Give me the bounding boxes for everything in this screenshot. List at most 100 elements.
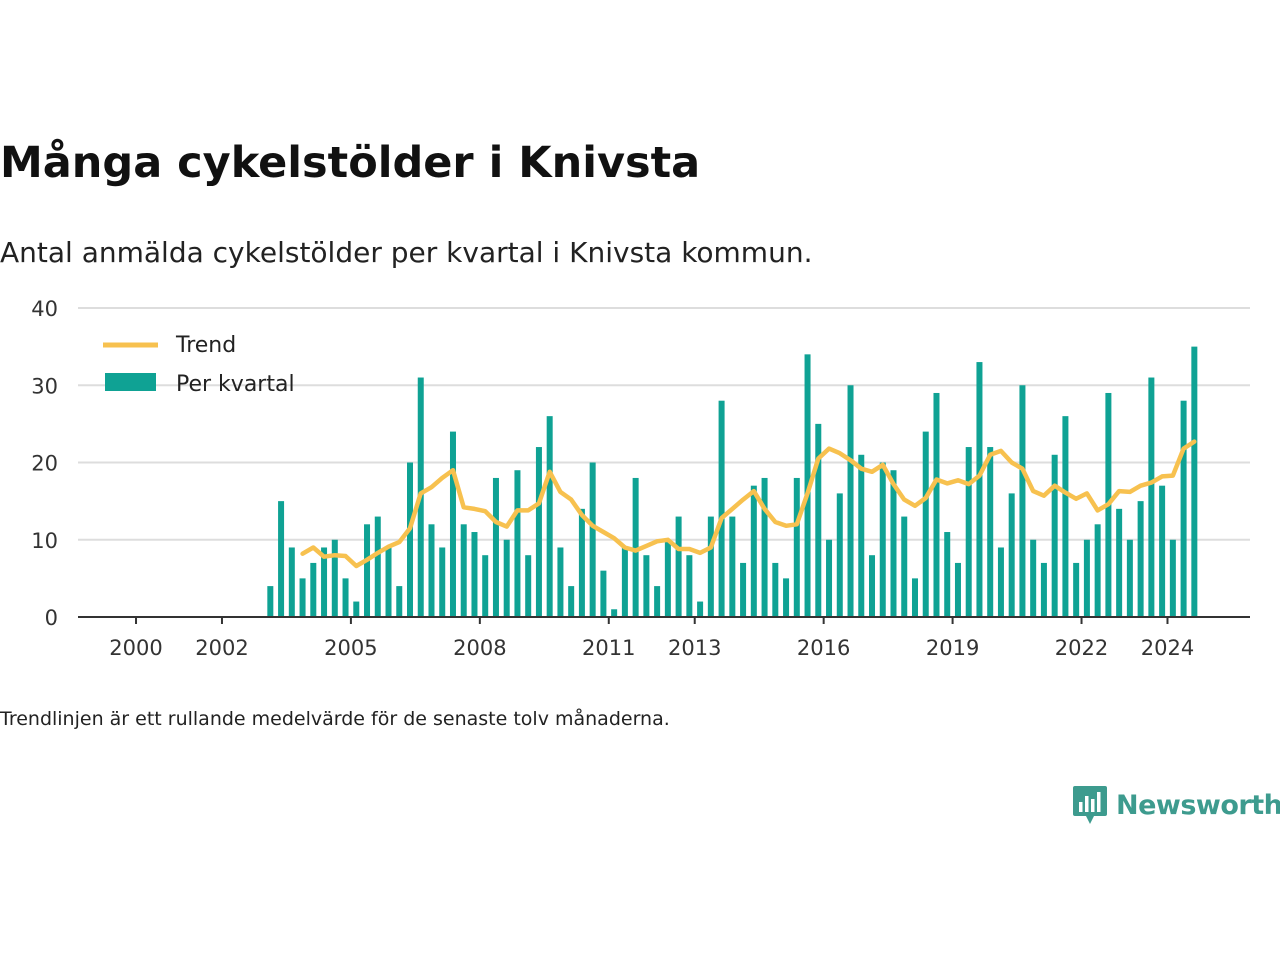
legend-trend-label: Trend bbox=[175, 333, 236, 358]
bar bbox=[815, 423, 822, 617]
bar bbox=[976, 362, 983, 617]
x-tick-label: 2019 bbox=[926, 636, 979, 660]
newsworthy-logo-text: Newsworthy bbox=[1116, 789, 1280, 821]
bar bbox=[632, 477, 639, 617]
bar bbox=[826, 539, 833, 617]
bar bbox=[858, 454, 865, 617]
bar bbox=[697, 601, 704, 617]
bar bbox=[718, 400, 725, 617]
x-tick-label: 2016 bbox=[797, 636, 850, 660]
bar bbox=[793, 477, 800, 617]
trend-series bbox=[300, 439, 1197, 569]
bar bbox=[278, 501, 285, 617]
bar bbox=[471, 532, 478, 617]
bar bbox=[1030, 539, 1037, 617]
bar bbox=[772, 562, 779, 617]
bar bbox=[1094, 524, 1101, 617]
bar bbox=[987, 447, 994, 617]
bar bbox=[267, 586, 274, 617]
x-tick-label: 2013 bbox=[668, 636, 721, 660]
bar bbox=[331, 539, 338, 617]
bar bbox=[890, 470, 897, 617]
bar bbox=[1051, 454, 1058, 617]
bar bbox=[740, 562, 747, 617]
bar bbox=[869, 555, 876, 617]
bar bbox=[965, 447, 972, 617]
bar bbox=[783, 578, 790, 617]
bar bbox=[750, 485, 757, 617]
bar bbox=[535, 447, 542, 617]
x-tick-label: 2011 bbox=[582, 636, 635, 660]
bar bbox=[847, 385, 854, 617]
bar bbox=[1191, 346, 1198, 617]
x-tick-label: 2000 bbox=[109, 636, 162, 660]
bar bbox=[299, 578, 306, 617]
bar bbox=[954, 562, 961, 617]
bar bbox=[342, 578, 349, 617]
legend: Trend Per kvartal bbox=[103, 333, 295, 397]
bar bbox=[654, 586, 661, 617]
bar bbox=[1083, 539, 1090, 617]
bar bbox=[1148, 377, 1155, 617]
bar bbox=[1073, 562, 1080, 617]
y-axis-ticks: 0 10 20 30 40 bbox=[31, 297, 58, 630]
bar bbox=[589, 462, 596, 617]
legend-bar-label: Per kvartal bbox=[176, 372, 295, 397]
x-tick-label: 2008 bbox=[453, 636, 506, 660]
bar bbox=[482, 555, 489, 617]
bar bbox=[578, 508, 585, 617]
bar bbox=[364, 524, 371, 617]
bar bbox=[933, 392, 940, 617]
bar bbox=[310, 562, 317, 617]
bar bbox=[396, 586, 403, 617]
y-tick-label: 20 bbox=[31, 452, 58, 476]
x-tick-label: 2002 bbox=[195, 636, 248, 660]
bar bbox=[460, 524, 467, 617]
legend-bar-swatch bbox=[105, 373, 156, 391]
bar bbox=[879, 462, 886, 617]
bar bbox=[525, 555, 532, 617]
bar bbox=[836, 493, 843, 617]
bar bbox=[664, 539, 671, 617]
bar bbox=[911, 578, 918, 617]
x-axis-ticks: 2000 2002 2005 2008 2011 2013 2016 2019 2022 2024 bbox=[109, 617, 1194, 660]
bar bbox=[374, 516, 381, 617]
bar bbox=[321, 547, 328, 617]
bar bbox=[761, 477, 768, 617]
bar bbox=[546, 416, 553, 617]
newsworthy-logo: Newsworthy bbox=[1072, 784, 1280, 826]
chart-title: Många cykelstölder i Knivsta bbox=[0, 138, 701, 188]
footnote: Trendlinjen är ett rullande medelvärde f… bbox=[0, 708, 670, 730]
bar bbox=[1040, 562, 1047, 617]
y-tick-label: 0 bbox=[45, 606, 58, 630]
y-tick-label: 10 bbox=[31, 529, 58, 553]
bar bbox=[1126, 539, 1133, 617]
y-tick-label: 40 bbox=[31, 297, 58, 321]
bar bbox=[1180, 400, 1187, 617]
bar bbox=[611, 609, 618, 617]
bar bbox=[707, 516, 714, 617]
newsworthy-logo-icon bbox=[1073, 786, 1107, 824]
bar bbox=[557, 547, 564, 617]
bar bbox=[621, 547, 628, 617]
x-tick-label: 2022 bbox=[1055, 636, 1108, 660]
bar bbox=[428, 524, 435, 617]
bar bbox=[514, 470, 521, 617]
bar bbox=[385, 547, 392, 617]
bar bbox=[1159, 485, 1166, 617]
bar bbox=[729, 516, 736, 617]
bar bbox=[568, 586, 575, 617]
chart-subtitle: Antal anmälda cykelstölder per kvartal i… bbox=[0, 236, 813, 269]
grid-lines bbox=[78, 307, 1250, 541]
bar-series bbox=[267, 346, 1198, 617]
bar bbox=[600, 570, 607, 617]
bar bbox=[922, 431, 929, 617]
bar bbox=[503, 539, 510, 617]
bar bbox=[997, 547, 1004, 617]
bar bbox=[686, 555, 693, 617]
bar bbox=[1137, 501, 1144, 617]
bar bbox=[643, 555, 650, 617]
bar bbox=[288, 547, 295, 617]
x-tick-label: 2005 bbox=[324, 636, 377, 660]
